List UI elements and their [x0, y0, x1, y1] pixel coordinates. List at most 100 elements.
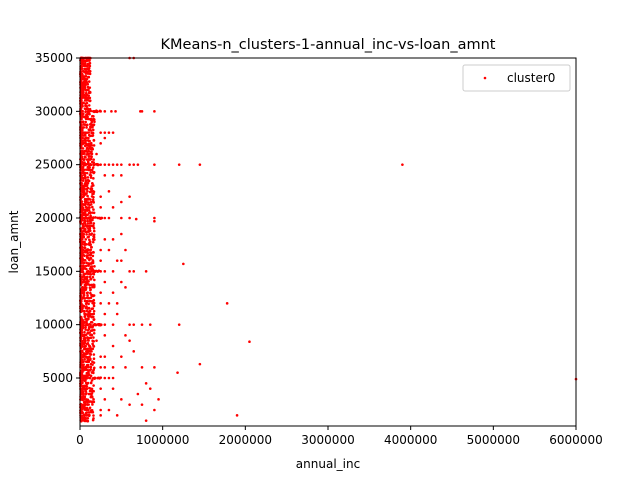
data-point	[144, 382, 148, 385]
axes-frame	[79, 57, 577, 427]
x-tick-label: 0	[76, 433, 84, 447]
data-point	[84, 144, 87, 148]
data-point	[140, 323, 144, 326]
data-point	[111, 323, 115, 326]
data-point	[84, 78, 87, 81]
data-point	[92, 328, 95, 332]
data-point	[88, 90, 91, 94]
data-point	[103, 398, 107, 401]
data-point	[90, 168, 94, 172]
data-point	[99, 163, 102, 166]
data-point	[80, 165, 83, 169]
data-point	[91, 347, 95, 351]
data-point	[86, 209, 89, 212]
data-point	[84, 243, 88, 246]
data-point	[120, 280, 123, 284]
data-point	[81, 120, 85, 124]
data-point	[93, 323, 97, 327]
data-point	[85, 182, 89, 185]
data-point	[92, 309, 96, 313]
legend-label: cluster0	[507, 71, 555, 85]
data-point	[120, 398, 123, 401]
data-point	[91, 238, 95, 241]
data-point	[91, 240, 95, 244]
data-point	[92, 283, 96, 287]
data-point	[89, 190, 93, 193]
data-point	[81, 379, 85, 382]
data-point	[80, 256, 84, 259]
data-point	[91, 134, 95, 137]
data-point	[87, 150, 91, 153]
data-point	[88, 128, 92, 132]
data-point	[88, 275, 92, 279]
data-point	[88, 270, 92, 274]
data-point	[80, 146, 83, 150]
data-point	[107, 163, 111, 166]
data-point	[103, 366, 107, 369]
data-point	[87, 94, 90, 97]
data-point	[103, 163, 107, 166]
data-point	[134, 217, 138, 221]
data-point	[90, 400, 94, 404]
data-point	[82, 273, 86, 276]
x-tick-label: 6000000	[549, 433, 602, 447]
data-point	[85, 406, 89, 410]
data-point	[177, 323, 181, 326]
data-point	[83, 208, 87, 212]
data-point	[87, 142, 91, 146]
x-tick-label: 3000000	[301, 433, 354, 447]
data-point	[87, 206, 90, 209]
data-point	[82, 294, 86, 297]
data-point	[90, 371, 94, 374]
data-point	[92, 361, 96, 364]
data-point	[99, 355, 102, 358]
data-point	[120, 174, 123, 177]
data-point	[128, 163, 131, 166]
data-point	[87, 158, 91, 161]
data-point	[89, 288, 92, 292]
data-point	[86, 194, 89, 198]
data-point	[103, 216, 107, 220]
data-point	[103, 280, 107, 284]
data-point	[88, 64, 92, 68]
data-point	[111, 270, 115, 273]
data-point	[132, 163, 136, 166]
data-point	[84, 302, 88, 306]
data-point	[103, 312, 107, 316]
data-point	[89, 333, 92, 337]
data-point	[83, 299, 87, 303]
data-point	[90, 379, 94, 382]
data-point	[83, 107, 87, 110]
data-point	[84, 328, 87, 331]
data-point	[86, 222, 90, 225]
data-point	[85, 171, 89, 175]
legend: cluster0	[462, 64, 571, 92]
data-point	[81, 139, 85, 142]
data-point	[88, 392, 92, 396]
data-point	[90, 152, 94, 156]
data-point	[110, 110, 113, 113]
data-point	[82, 75, 86, 79]
data-point	[83, 346, 86, 350]
data-point	[90, 294, 94, 297]
data-point	[84, 136, 88, 139]
data-point	[88, 369, 91, 372]
data-point	[82, 384, 86, 388]
data-point	[91, 363, 94, 366]
data-point	[80, 208, 83, 212]
data-point	[85, 305, 88, 308]
x-tick-label: 2000000	[219, 433, 272, 447]
data-point	[84, 110, 87, 114]
data-point	[90, 326, 94, 329]
data-point	[92, 177, 95, 180]
data-point	[92, 118, 96, 121]
data-point	[88, 406, 92, 410]
data-point	[98, 323, 101, 326]
data-point	[91, 125, 94, 129]
data-point	[99, 414, 102, 417]
data-point	[235, 414, 239, 417]
data-point	[82, 337, 86, 340]
data-point	[81, 259, 84, 263]
data-point	[83, 417, 86, 420]
